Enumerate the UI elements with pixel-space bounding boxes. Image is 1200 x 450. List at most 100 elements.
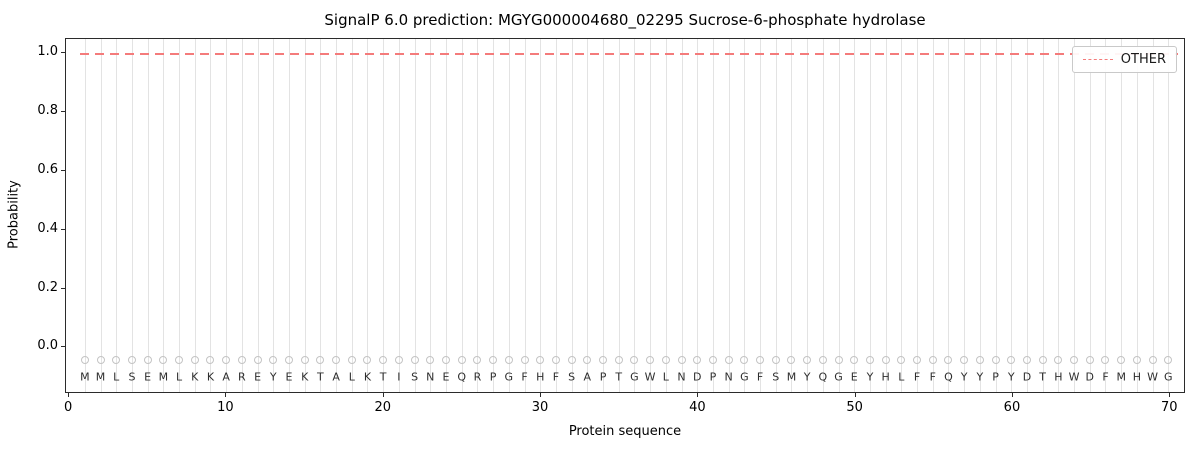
residue-letter: K xyxy=(301,370,309,384)
gridline xyxy=(116,39,118,392)
residue-marker xyxy=(489,356,498,365)
residue-letter: E xyxy=(442,370,450,384)
residue-letter: W xyxy=(1147,370,1159,384)
residue-marker xyxy=(599,356,608,365)
residue-letter: M xyxy=(786,370,797,384)
residue-letter: K xyxy=(363,370,372,384)
gridline xyxy=(100,39,102,392)
gridline xyxy=(445,39,447,392)
residue-letter: E xyxy=(254,370,262,384)
residue-letter: A xyxy=(583,370,592,384)
x-tick-mark xyxy=(540,393,542,397)
x-tick-mark xyxy=(1011,393,1013,397)
residue-marker xyxy=(1148,356,1157,365)
residue-marker xyxy=(787,356,796,365)
gridline xyxy=(147,39,149,392)
gridline xyxy=(1168,39,1170,392)
residue-letter: F xyxy=(913,370,921,384)
residue-marker xyxy=(1117,356,1126,365)
gridline xyxy=(351,39,353,392)
residue-marker xyxy=(630,356,639,365)
residue-marker xyxy=(175,356,184,365)
y-tick-label: 0.2 xyxy=(37,279,58,295)
gridline xyxy=(681,39,683,392)
residue-marker xyxy=(850,356,859,365)
gridline xyxy=(932,39,934,392)
x-tick-mark xyxy=(854,393,856,397)
residue-marker xyxy=(1101,356,1110,365)
gridline xyxy=(760,39,762,392)
gridline xyxy=(398,39,400,392)
gridline xyxy=(854,39,856,392)
residue-marker xyxy=(1054,356,1063,365)
gridline xyxy=(493,39,495,392)
gridline xyxy=(336,39,338,392)
residue-letter: H xyxy=(1132,370,1142,384)
gridline xyxy=(571,39,573,392)
gridline xyxy=(885,39,887,392)
gridline xyxy=(430,39,432,392)
residue-letter: P xyxy=(992,370,999,384)
residue-letter: P xyxy=(599,370,607,384)
gridline xyxy=(869,39,871,392)
gridline xyxy=(697,39,699,392)
gridline xyxy=(1152,39,1154,392)
residue-marker xyxy=(300,356,309,365)
x-tick-label: 30 xyxy=(531,400,549,415)
gridline xyxy=(210,39,212,392)
residue-letter: L xyxy=(175,370,183,384)
residue-marker xyxy=(865,356,874,365)
gridline xyxy=(791,39,793,392)
residue-marker xyxy=(316,356,325,365)
residue-letter: F xyxy=(756,370,764,384)
residue-marker xyxy=(394,356,403,365)
residue-marker xyxy=(646,356,655,365)
residue-marker xyxy=(1070,356,1079,365)
residue-marker xyxy=(567,356,576,365)
x-axis-label: Protein sequence xyxy=(568,424,682,439)
residue-letter: N xyxy=(724,370,733,384)
gridline xyxy=(288,39,290,392)
gridline xyxy=(822,39,824,392)
residue-letter: G xyxy=(740,370,749,384)
gridline xyxy=(540,39,542,392)
residue-letter: Y xyxy=(960,370,968,384)
gridline xyxy=(917,39,919,392)
residue-letter: F xyxy=(929,370,936,384)
residue-letter: Y xyxy=(976,370,984,384)
residue-marker xyxy=(803,356,812,365)
residue-marker xyxy=(771,356,780,365)
gridline xyxy=(257,39,259,392)
residue-marker xyxy=(190,356,199,365)
residue-letter: T xyxy=(615,370,623,384)
y-tick-mark xyxy=(61,228,65,230)
gridline xyxy=(84,39,86,392)
y-tick-label: 0.6 xyxy=(37,161,58,177)
y-axis-label: Probability xyxy=(6,180,22,249)
gridline xyxy=(1042,39,1044,392)
residue-marker xyxy=(426,356,435,365)
residue-letter: M xyxy=(158,370,169,384)
gridline xyxy=(838,39,840,392)
residue-marker xyxy=(473,356,482,365)
residue-letter: P xyxy=(709,370,717,384)
residue-letter: E xyxy=(144,370,152,384)
residue-letter: A xyxy=(332,370,340,384)
residue-marker xyxy=(693,356,702,365)
gridline xyxy=(179,39,181,392)
residue-marker xyxy=(897,356,906,365)
gridline xyxy=(1011,39,1013,392)
residue-letter: S xyxy=(568,370,576,384)
legend: OTHER xyxy=(1071,46,1177,73)
residue-marker xyxy=(206,356,215,365)
x-tick-mark xyxy=(68,393,70,397)
residue-marker xyxy=(143,356,152,365)
residue-marker xyxy=(1038,356,1047,365)
residue-marker xyxy=(913,356,922,365)
residue-letter: S xyxy=(128,370,136,384)
y-tick-mark xyxy=(61,287,65,289)
residue-marker xyxy=(583,356,592,365)
residue-marker xyxy=(975,356,984,365)
residue-marker xyxy=(520,356,529,365)
